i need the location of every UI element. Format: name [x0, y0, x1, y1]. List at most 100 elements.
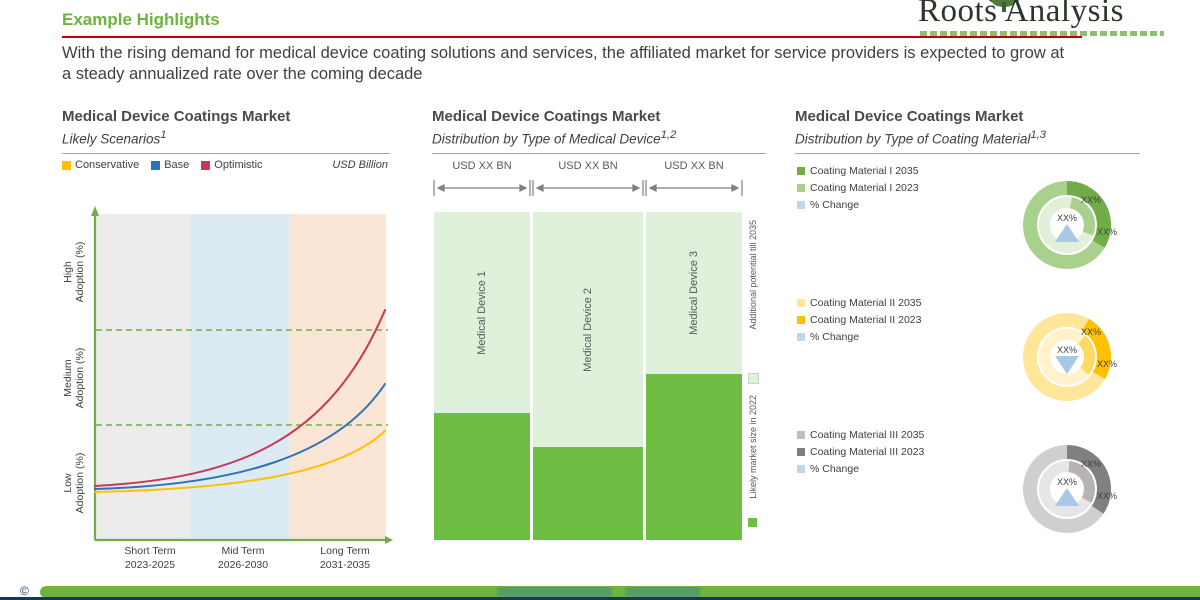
- bar-label: Medical Device 1: [476, 270, 488, 355]
- panel-device-distribution: Medical Device Coatings Market Distribut…: [432, 108, 766, 578]
- bar1-value-label: USD XX BN: [452, 160, 512, 172]
- subtitle-footnote: 1,2: [660, 129, 677, 141]
- subtitle-footnote: 1,3: [1030, 129, 1046, 141]
- side-legend-likely-market: Likely market size in 2022: [748, 395, 758, 499]
- bar-medical-device-3: Medical Device 3: [646, 212, 742, 540]
- legend-label: Coating Material III 2035: [810, 429, 925, 441]
- copyright-icon: ©: [20, 584, 29, 598]
- band-unit: Adoption (%): [74, 347, 87, 409]
- bar-label-wrap: Medical Device 3: [646, 212, 742, 374]
- scenario-line-chart: [91, 206, 393, 544]
- legend-label: Base: [164, 159, 190, 171]
- change-up-triangle-icon: [1055, 224, 1079, 242]
- outer-ring-arc: [1023, 445, 1111, 533]
- page-subtitle: With the rising demand for medical devic…: [62, 44, 1065, 84]
- x-label-short-term: Short Term 2023-2025: [102, 545, 198, 572]
- optimistic-curve: [94, 309, 386, 487]
- material-3-2023-swatch: [797, 448, 805, 456]
- zone-years: 2023-2025: [124, 558, 176, 571]
- base-curve: [94, 383, 386, 490]
- material-2-2023-swatch: [797, 316, 805, 324]
- bar-label-wrap: Medical Device 1: [434, 212, 530, 413]
- legend-label: Coating Material I 2035: [810, 165, 919, 177]
- bar-medical-device-1: Medical Device 1: [434, 212, 530, 540]
- legend-item: Coating Material III 2023: [797, 446, 987, 458]
- bar-label-wrap: Medical Device 2: [533, 212, 643, 447]
- zone-name: Mid Term: [221, 545, 265, 557]
- material-1-2023-swatch: [797, 184, 805, 192]
- legend-label: % Change: [810, 463, 860, 475]
- conservative-swatch: [62, 160, 71, 170]
- x-label-long-term: Long Term 2031-2035: [297, 545, 393, 572]
- material-3-2035-swatch: [797, 431, 805, 439]
- panel-subtitle: Distribution by Type of Coating Material…: [795, 129, 1046, 147]
- scenario-legend: Conservative Base Optimistic: [62, 159, 263, 171]
- outer-ring-arc: [1023, 313, 1111, 402]
- logo-tagline-decoration: [920, 31, 1164, 36]
- outer-ring-label: XX%: [1081, 327, 1101, 337]
- panel-material-distribution: Medical Device Coatings Market Distribut…: [795, 108, 1140, 578]
- panel-likely-scenarios: Medical Device Coatings Market Likely Sc…: [62, 108, 393, 578]
- outer-ring-arc: [1023, 181, 1111, 269]
- pct-change-swatch: [797, 333, 805, 341]
- panel-title: Medical Device Coatings Market: [432, 108, 661, 125]
- pct-change-label: XX%: [1057, 345, 1077, 355]
- zone-name: Short Term: [124, 545, 176, 557]
- outer-ring-label: XX%: [1081, 195, 1101, 205]
- long-term-zone: [289, 214, 386, 540]
- material-1-legend: Coating Material I 2035 Coating Material…: [797, 165, 987, 216]
- legend-item: % Change: [797, 199, 987, 211]
- bar3-2022-segment: [646, 374, 742, 540]
- material-3-donut: XX% XX% XX%: [1023, 445, 1117, 533]
- band-word: Medium: [62, 359, 74, 397]
- legend-item: % Change: [797, 463, 987, 475]
- footer-bar: [40, 586, 1200, 598]
- material-2-2035-swatch: [797, 299, 805, 307]
- page-title: Example Highlights: [62, 10, 220, 29]
- change-down-triangle-icon: [1055, 356, 1079, 374]
- zone-name: Long Term: [320, 545, 370, 557]
- material-1-donut: XX% XX% XX%: [1023, 181, 1117, 269]
- legend-item: Coating Material II 2023: [797, 314, 987, 326]
- material-1-2035-swatch: [797, 167, 805, 175]
- subtitle-footnote: 1: [160, 129, 167, 141]
- bar-medical-device-2: Medical Device 2: [533, 212, 643, 540]
- panel-subtitle: Likely Scenarios1: [62, 129, 167, 147]
- panel-divider: [795, 153, 1140, 154]
- bar3-value-label: USD XX BN: [664, 160, 724, 172]
- inner-ring-label: XX%: [1097, 227, 1117, 237]
- bar2-value-label: USD XX BN: [558, 160, 618, 172]
- bar-label: Medical Device 2: [582, 287, 594, 372]
- footer-links-decoration: [497, 587, 612, 597]
- pct-change-label: XX%: [1057, 213, 1077, 223]
- legend-item-base: Base: [151, 159, 189, 171]
- change-up-triangle-icon: [1055, 488, 1079, 506]
- legend-label: Conservative: [75, 159, 140, 171]
- legend-label: Coating Material III 2023: [810, 446, 925, 458]
- band-unit: Adoption (%): [74, 241, 87, 303]
- inner-ring-arc: [1039, 461, 1095, 517]
- y-band-medium: Medium Adoption (%): [62, 323, 88, 433]
- legend-item: Coating Material I 2035: [797, 165, 987, 177]
- x-label-mid-term: Mid Term 2026-2030: [195, 545, 291, 572]
- panel-divider: [62, 153, 390, 154]
- bar2-2022-segment: [533, 447, 643, 540]
- x-axis-arrow: [385, 536, 393, 544]
- footer-links-decoration: [625, 587, 700, 597]
- inner-ring-arc: [1039, 329, 1095, 385]
- logo-wordmark: Roots Analysis: [918, 0, 1124, 29]
- panel-title: Medical Device Coatings Market: [795, 108, 1024, 125]
- legend-label: % Change: [810, 199, 860, 211]
- legend-item: Coating Material III 2035: [797, 429, 987, 441]
- side-legend-additional-potential: Additional potential till 2035: [748, 220, 758, 330]
- base-swatch: [151, 160, 161, 170]
- panel-title: Medical Device Coatings Market: [62, 108, 291, 125]
- legend-item: % Change: [797, 331, 987, 343]
- additional-potential-swatch: [748, 373, 759, 384]
- subtitle-text: Likely Scenarios: [62, 131, 161, 147]
- y-axis-arrow: [91, 206, 99, 216]
- inner-ring-label: XX%: [1097, 359, 1117, 369]
- legend-item: Coating Material I 2023: [797, 182, 987, 194]
- material-2-donut: XX% XX% XX%: [1023, 313, 1117, 402]
- band-word: High: [62, 261, 74, 283]
